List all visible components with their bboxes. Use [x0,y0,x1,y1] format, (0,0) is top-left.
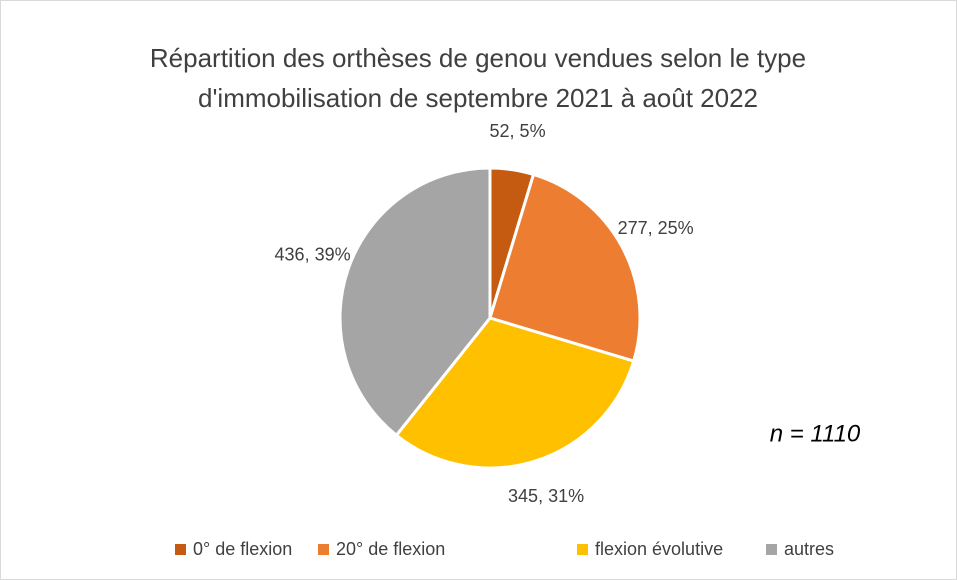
chart-title: Répartition des orthèses de genou vendue… [150,43,806,73]
legend-label: 0° de flexion [193,539,292,559]
pie-slice [338,166,492,438]
data-label: 345, 31% [508,486,584,506]
legend-label: 20° de flexion [336,539,445,559]
data-label: 52, 5% [490,121,546,141]
legend-label: autres [784,539,834,559]
data-label: 436, 39% [275,245,351,265]
pie-slice [394,316,636,470]
annotation: n = 1110 [770,420,861,447]
data-label: 277, 25% [618,218,694,238]
legend-swatch [175,544,186,555]
legend-swatch [577,544,588,555]
chart-title: d'immobilisation de septembre 2021 à aoû… [198,83,758,113]
legend-swatch [766,544,777,555]
legend-label: flexion évolutive [595,539,723,559]
pie-slice [488,172,642,363]
legend-swatch [318,544,329,555]
